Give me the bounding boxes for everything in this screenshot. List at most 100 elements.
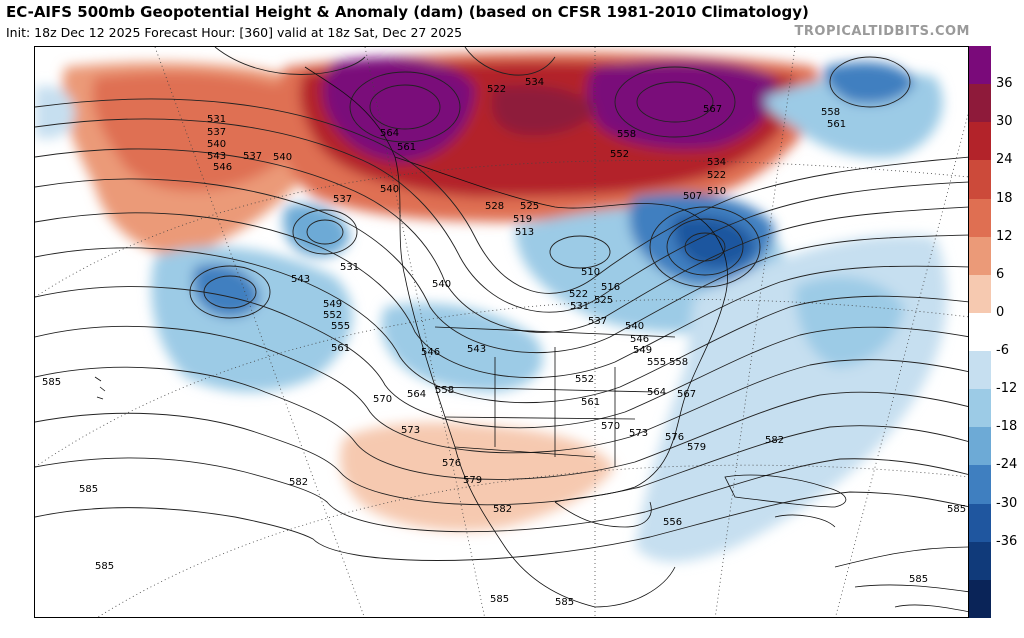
contour-label: 549 — [323, 299, 342, 310]
contour-label: 525 — [520, 201, 539, 212]
colorbar-label: -24 — [996, 457, 1018, 473]
colorbar-label: 36 — [996, 76, 1013, 92]
colorbar-label: 12 — [996, 228, 1013, 244]
contour-label: 531 — [340, 262, 359, 273]
colorbar-segment — [969, 236, 991, 276]
contour-label: 522 — [569, 289, 588, 300]
contour-label: 585 — [490, 594, 509, 605]
map-panel: 522 534 531 537 540 543 546 564 561 567 … — [34, 46, 969, 618]
contour-label: 540 — [625, 321, 644, 332]
contour-label: 525 — [594, 295, 613, 306]
colorbar-segment — [969, 84, 991, 123]
colorbar-label: -6 — [996, 343, 1009, 359]
contour-label: 528 — [485, 201, 504, 212]
colorbar-segment — [969, 274, 991, 314]
colorbar-label: 0 — [996, 304, 1005, 320]
contour-label: 510 — [581, 267, 600, 278]
colorbar-segment — [969, 351, 991, 390]
contour-label: 570 — [373, 394, 392, 405]
contour-label: 558 — [435, 385, 454, 396]
colorbar-label: -18 — [996, 419, 1018, 435]
anomaly-colorbar — [969, 46, 991, 619]
contour-label: 573 — [401, 425, 420, 436]
contour-label: 531 — [570, 301, 589, 312]
contour-label: 561 — [331, 343, 350, 354]
contour-label: 543 — [291, 274, 310, 285]
contour-label: 540 — [207, 139, 226, 150]
contour-label: 516 — [601, 282, 620, 293]
contour-label: 561 — [397, 142, 416, 153]
contour-label: 585 — [947, 504, 966, 515]
colorbar-segment — [969, 198, 991, 238]
colorbar-segment — [969, 427, 991, 466]
contour-label: 534 — [525, 77, 544, 88]
graticule-lines — [35, 47, 968, 617]
contour-label: 510 — [707, 186, 726, 197]
contour-labels: 522 534 531 537 540 543 546 564 561 567 … — [42, 77, 966, 608]
contour-label: 537 — [207, 127, 226, 138]
colorbar-segment — [969, 541, 991, 581]
contour-label: 567 — [677, 389, 696, 400]
contour-label: 558 — [617, 129, 636, 140]
colorbar-label: 30 — [996, 114, 1013, 130]
contour-label: 519 — [513, 214, 532, 225]
contour-label: 585 — [909, 574, 928, 585]
contour-label: 540 — [432, 279, 451, 290]
contour-label: 564 — [647, 387, 666, 398]
map-subtitle: Init: 18z Dec 12 2025 Forecast Hour: [36… — [6, 25, 463, 40]
anomaly-shading — [35, 52, 948, 563]
contour-label: 534 — [707, 157, 726, 168]
contour-label: 546 — [213, 162, 232, 173]
contour-label: 543 — [467, 344, 486, 355]
contour-label: 555 — [331, 321, 350, 332]
contour-label: 564 — [380, 128, 399, 139]
contour-label: 585 — [42, 377, 61, 388]
contour-label: 537 — [333, 194, 352, 205]
height-contours — [35, 47, 968, 561]
colorbar-segment — [969, 46, 991, 85]
contour-label: 585 — [555, 597, 574, 608]
contour-label: 558 — [669, 357, 688, 368]
contour-label: 561 — [827, 119, 846, 130]
contour-label: 585 — [95, 561, 114, 572]
colorbar-segment — [969, 503, 991, 543]
contour-label: 537 — [243, 151, 262, 162]
contour-label: 582 — [765, 435, 784, 446]
contour-label: 579 — [687, 442, 706, 453]
contour-label: 522 — [707, 170, 726, 181]
contour-label: 561 — [581, 397, 600, 408]
contour-label: 546 — [630, 334, 649, 345]
colorbar-label: 18 — [996, 190, 1013, 206]
colorbar-label: -30 — [996, 495, 1018, 511]
contour-label: 549 — [633, 345, 652, 356]
contour-label: 567 — [703, 104, 722, 115]
colorbar-segment — [969, 312, 991, 352]
contour-label: 552 — [610, 149, 629, 160]
colorbar-label: -36 — [996, 533, 1018, 549]
contour-label: 540 — [380, 184, 399, 195]
colorbar-segment — [969, 465, 991, 505]
contour-label: 573 — [629, 428, 648, 439]
contour-label: 543 — [207, 151, 226, 162]
contour-label: 585 — [79, 484, 98, 495]
contour-label: 540 — [273, 152, 292, 163]
coastlines — [94, 66, 968, 613]
contour-label: 546 — [421, 347, 440, 358]
colorbar-segment — [969, 122, 991, 161]
map-canvas: 522 534 531 537 540 543 546 564 561 567 … — [35, 47, 968, 617]
colorbar-segment — [969, 579, 991, 619]
contour-label: 576 — [442, 458, 461, 469]
contour-label: 552 — [575, 374, 594, 385]
site-credit[interactable]: TROPICALTIDBITS.COM — [794, 24, 970, 39]
colorbar-label: 24 — [996, 152, 1013, 168]
contour-label: 556 — [663, 517, 682, 528]
contour-label: 522 — [487, 84, 506, 95]
contour-label: 507 — [683, 191, 702, 202]
contour-label: 537 — [588, 316, 607, 327]
contour-label: 570 — [601, 421, 620, 432]
contour-label: 564 — [407, 389, 426, 400]
contour-label: 579 — [463, 475, 482, 486]
contour-label: 513 — [515, 227, 534, 238]
contour-label: 576 — [665, 432, 684, 443]
contour-label: 531 — [207, 114, 226, 125]
